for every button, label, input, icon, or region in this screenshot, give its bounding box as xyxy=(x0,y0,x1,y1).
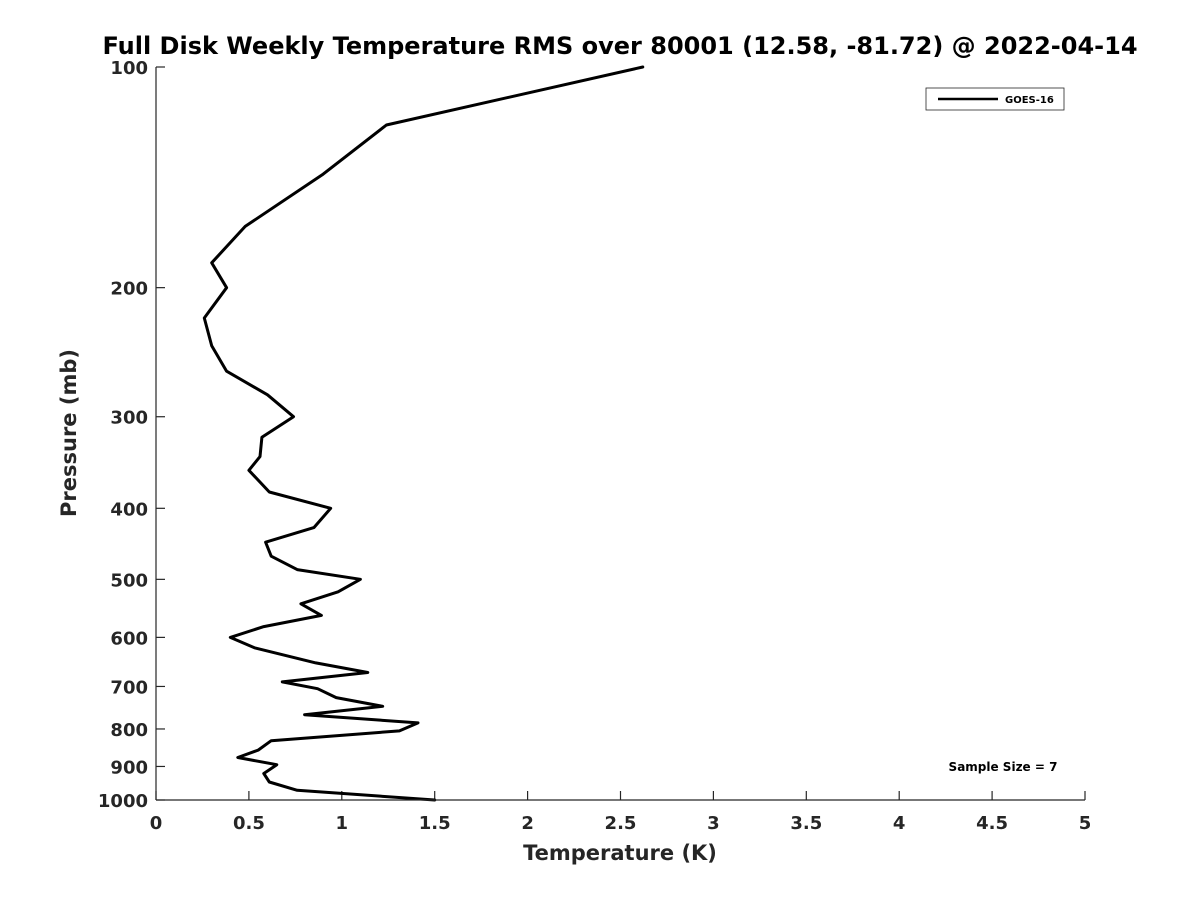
x-tick-label: 1 xyxy=(336,813,349,834)
x-tick-label: 4 xyxy=(893,813,906,834)
y-tick-label: 300 xyxy=(110,408,148,429)
y-tick-label: 400 xyxy=(110,499,148,520)
x-tick-label: 0 xyxy=(150,813,163,834)
x-tick-label: 5 xyxy=(1079,813,1092,834)
x-tick-label: 3 xyxy=(707,813,720,834)
x-tick-label: 4.5 xyxy=(976,813,1008,834)
chart-title: Full Disk Weekly Temperature RMS over 80… xyxy=(102,32,1137,60)
y-tick-label: 600 xyxy=(110,628,148,649)
axes-background xyxy=(156,67,1085,800)
x-tick-label: 2.5 xyxy=(605,813,637,834)
y-tick-label: 700 xyxy=(110,677,148,698)
x-tick-label: 1.5 xyxy=(419,813,451,834)
sample-size-annotation: Sample Size = 7 xyxy=(949,760,1058,774)
legend-label-goes-16: GOES-16 xyxy=(1005,95,1054,106)
y-axis-label: Pressure (mb) xyxy=(57,349,81,517)
y-tick-label: 1000 xyxy=(98,791,148,812)
y-tick-label: 500 xyxy=(110,570,148,591)
series-line-goes-16 xyxy=(202,65,645,802)
ticks-group: 0 0.5 1 1.5 2 2.5 3 3.5 4 4.5 5 100 200 300 400 500 600 7… xyxy=(98,58,1091,834)
x-axis-label: Temperature (K) xyxy=(523,841,717,865)
y-tick-label: 900 xyxy=(110,757,148,778)
plot-area xyxy=(156,67,1085,800)
x-tick-label: 2 xyxy=(521,813,534,834)
x-tick-label: 3.5 xyxy=(790,813,822,834)
x-tick-label: 0.5 xyxy=(233,813,265,834)
y-tick-label: 800 xyxy=(110,720,148,741)
legend: GOES-16 xyxy=(925,87,1065,111)
series-group xyxy=(202,65,645,802)
y-tick-label: 200 xyxy=(110,279,148,300)
axis-lines xyxy=(155,67,1085,801)
y-tick-label: 100 xyxy=(110,58,148,79)
